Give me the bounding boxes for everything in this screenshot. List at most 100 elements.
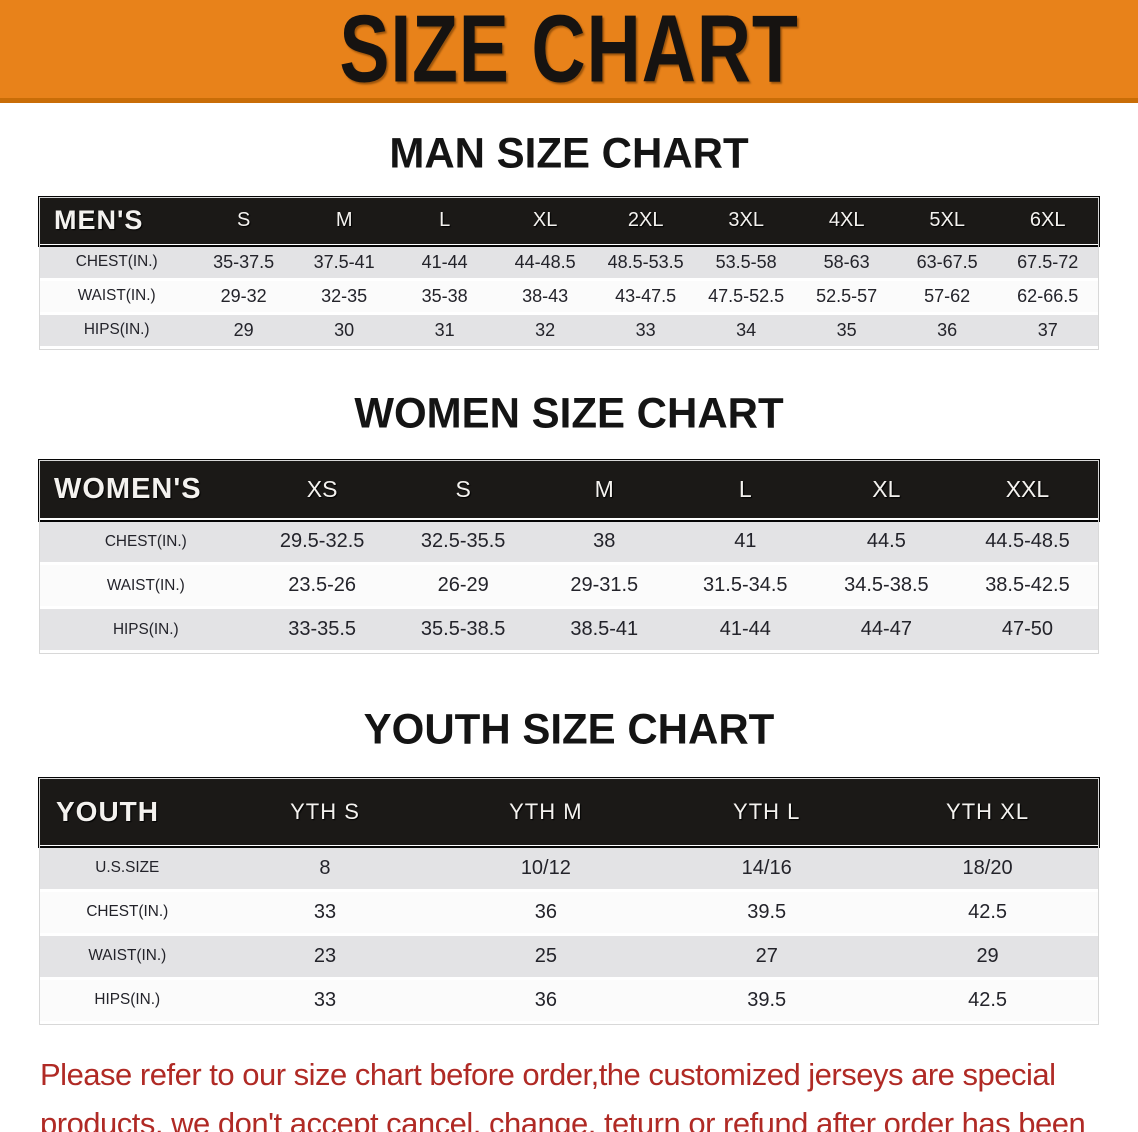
- cell-value: 39.5: [656, 890, 878, 936]
- table-row: HIPS(IN.) 33-35.5 35.5-38.5 38.5-41 41-44 44-…: [40, 607, 1098, 653]
- row-label: CHEST(IN.): [40, 245, 194, 281]
- cell-value: 42.5: [877, 978, 1098, 1024]
- section-title: WOMEN SIZE CHART: [354, 388, 784, 436]
- column-header: XL: [815, 460, 957, 521]
- column-header: XXL: [956, 460, 1098, 521]
- table-row: CHEST(IN.) 33 36 39.5 42.5: [40, 890, 1098, 936]
- table-row: CHEST(IN.) 35-37.5 37.5-41 41-44 44-48.5 48.5…: [40, 245, 1098, 281]
- cell-value: 41-44: [394, 245, 495, 281]
- row-label: HIPS(IN.): [40, 607, 252, 653]
- column-header: S: [392, 460, 534, 521]
- cell-value: 38: [533, 519, 675, 565]
- column-header: M: [533, 460, 675, 521]
- column-header: XS: [251, 460, 393, 521]
- cell-value: 31: [394, 313, 495, 349]
- cell-value: 62-66.5: [997, 279, 1098, 315]
- column-header: L: [394, 198, 495, 247]
- table-header-row: YOUTH YTH S YTH M YTH L YTH XL: [38, 777, 1100, 848]
- cell-value: 29: [193, 313, 294, 349]
- cell-value: 44.5: [815, 519, 957, 565]
- cell-value: 23: [214, 934, 436, 980]
- cell-value: 14/16: [656, 846, 878, 892]
- cell-value: 29-32: [193, 279, 294, 315]
- cell-value: 32.5-35.5: [392, 519, 534, 565]
- table-row: HIPS(IN.) 33 36 39.5 42.5: [40, 978, 1098, 1024]
- column-header: 5XL: [896, 198, 998, 247]
- cell-value: 58-63: [796, 245, 897, 281]
- row-label: WAIST(IN.): [40, 279, 194, 315]
- column-header: S: [193, 198, 294, 247]
- cell-value: 18/20: [877, 846, 1098, 892]
- row-label: WAIST(IN.): [40, 563, 252, 609]
- cell-value: 33: [214, 890, 436, 936]
- banner: SIZE CHART: [0, 0, 1138, 103]
- table-header-row: WOMEN'S XS S M L XL XXL: [38, 458, 1100, 522]
- cell-value: 8: [214, 846, 436, 892]
- cell-value: 31.5-34.5: [674, 563, 816, 609]
- cell-value: 44-47: [815, 607, 957, 653]
- cell-value: 33-35.5: [251, 607, 393, 653]
- cell-value: 44-48.5: [494, 245, 596, 281]
- row-label: WAIST(IN.): [40, 934, 215, 980]
- cell-value: 36: [435, 890, 657, 936]
- table-corner-label: MEN'S: [40, 198, 194, 247]
- table-row: HIPS(IN.) 29 30 31 32 33 34 35 36 37: [40, 313, 1098, 349]
- cell-value: 41: [674, 519, 816, 565]
- cell-value: 42.5: [877, 890, 1098, 936]
- table-row: WAIST(IN.) 29-32 32-35 35-38 38-43 43-47.5 47.…: [40, 279, 1098, 315]
- row-label: CHEST(IN.): [40, 890, 215, 936]
- cell-value: 34: [695, 313, 797, 349]
- size-table: YOUTH YTH S YTH M YTH L YTH XL U.S.SIZE 8 10/1…: [38, 777, 1100, 1025]
- size-table: MEN'S S M L XL 2XL 3XL 4XL 5XL 6XL CHEST(IN.) 35-3…: [38, 196, 1100, 350]
- cell-value: 35.5-38.5: [392, 607, 534, 653]
- column-header: YTH L: [656, 779, 878, 848]
- cell-value: 26-29: [392, 563, 534, 609]
- cell-value: 36: [435, 978, 657, 1024]
- table-corner-label: WOMEN'S: [40, 460, 252, 521]
- column-header: 4XL: [796, 198, 897, 247]
- cell-value: 29: [877, 934, 1098, 980]
- cell-value: 23.5-26: [251, 563, 393, 609]
- cell-value: 29-31.5: [533, 563, 675, 609]
- size-chart-section: WOMEN SIZE CHART WOMEN'S XS S M L XL XXL CHEST…: [0, 388, 1138, 654]
- cell-value: 38.5-41: [533, 607, 675, 653]
- cell-value: 35: [796, 313, 897, 349]
- column-header: XL: [494, 198, 596, 247]
- row-label: HIPS(IN.): [40, 313, 194, 349]
- cell-value: 38.5-42.5: [956, 563, 1098, 609]
- cell-value: 44.5-48.5: [956, 519, 1098, 565]
- column-header: YTH XL: [877, 779, 1098, 848]
- cell-value: 35-37.5: [193, 245, 294, 281]
- cell-value: 63-67.5: [896, 245, 998, 281]
- column-header: YTH S: [214, 779, 436, 848]
- column-header: M: [293, 198, 395, 247]
- table-row: WAIST(IN.) 23 25 27 29: [40, 934, 1098, 980]
- column-header: 3XL: [695, 198, 797, 247]
- cell-value: 27: [656, 934, 878, 980]
- column-header: L: [674, 460, 816, 521]
- cell-value: 25: [435, 934, 657, 980]
- disclaimer-text: Please refer to our size chart before or…: [40, 1056, 1086, 1132]
- cell-value: 32: [494, 313, 596, 349]
- cell-value: 52.5-57: [796, 279, 897, 315]
- cell-value: 29.5-32.5: [251, 519, 393, 565]
- cell-value: 30: [293, 313, 395, 349]
- row-label: HIPS(IN.): [40, 978, 215, 1024]
- cell-value: 36: [896, 313, 998, 349]
- cell-value: 53.5-58: [695, 245, 797, 281]
- cell-value: 48.5-53.5: [595, 245, 696, 281]
- cell-value: 37.5-41: [293, 245, 395, 281]
- section-title: YOUTH SIZE CHART: [363, 704, 775, 753]
- cell-value: 41-44: [674, 607, 816, 653]
- cell-value: 35-38: [394, 279, 495, 315]
- row-label: CHEST(IN.): [40, 519, 252, 565]
- cell-value: 38-43: [494, 279, 596, 315]
- cell-value: 32-35: [293, 279, 395, 315]
- section-title: MAN SIZE CHART: [389, 128, 749, 177]
- cell-value: 57-62: [896, 279, 998, 315]
- size-chart-section: MAN SIZE CHART MEN'S S M L XL 2XL 3XL 4XL 5XL 6XL…: [0, 128, 1138, 350]
- table-corner-label: YOUTH: [40, 779, 215, 848]
- size-chart-section: YOUTH SIZE CHART YOUTH YTH S YTH M YTH L YTH…: [0, 704, 1138, 1025]
- cell-value: 43-47.5: [595, 279, 696, 315]
- cell-value: 34.5-38.5: [815, 563, 957, 609]
